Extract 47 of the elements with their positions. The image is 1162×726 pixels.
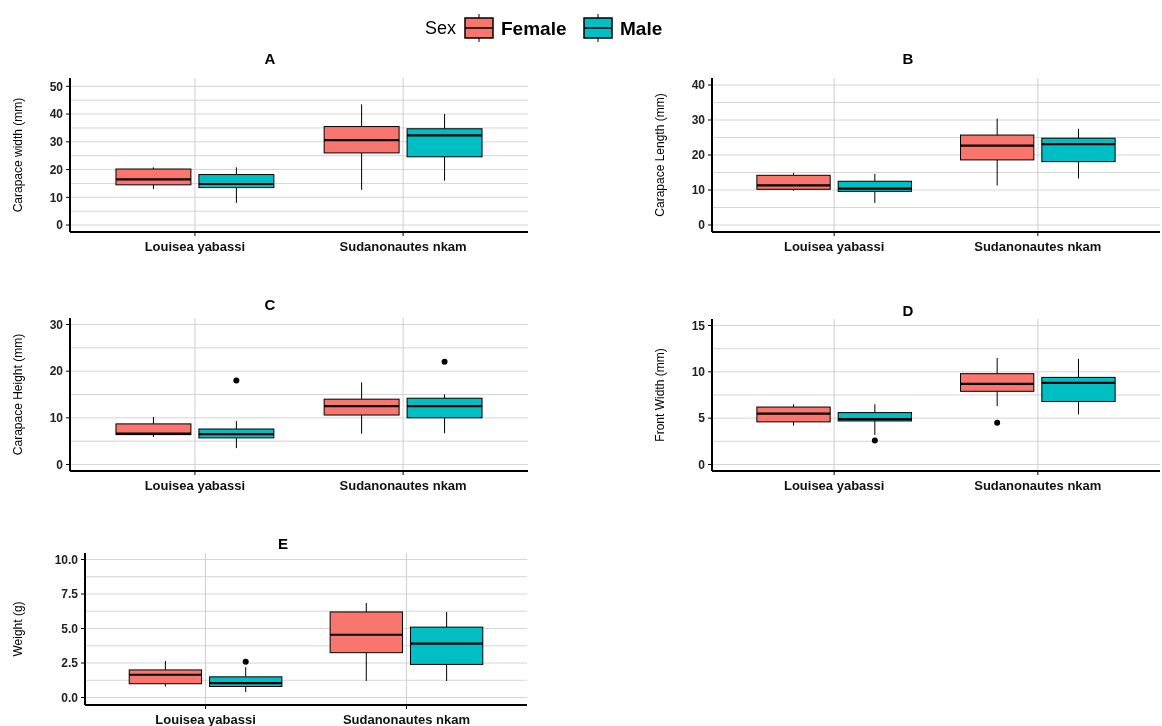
y-axis-title: Front Width (mm): [653, 348, 667, 442]
y-axis-title: Carapace width (mm): [11, 97, 25, 213]
y-tick-label: 10: [49, 190, 64, 205]
y-tick-label: 2.5: [61, 656, 79, 671]
y-tick-label: 0: [56, 457, 64, 472]
x-tick-label: Louisea yabassi: [783, 239, 885, 254]
legend-label: Female: [501, 17, 567, 39]
y-tick-label: 10: [691, 365, 706, 380]
y-tick-label: 10: [691, 183, 706, 198]
y-tick-label: 30: [49, 135, 64, 150]
y-tick-label: 0: [698, 218, 706, 233]
y-tick-label: 0: [698, 457, 706, 472]
x-tick-label: Sudanonautes nkam: [974, 239, 1102, 254]
y-tick-label: 40: [691, 78, 706, 93]
y-tick-label: 20: [49, 364, 64, 379]
y-tick-label: 30: [691, 113, 706, 128]
chart-title: D: [902, 302, 914, 319]
y-tick-label: 40: [49, 107, 64, 122]
x-tick-label: Sudanonautes nkam: [339, 239, 467, 254]
y-tick-label: 30: [49, 317, 64, 332]
chart-title: A: [264, 50, 276, 67]
y-tick-label: 50: [49, 79, 64, 94]
y-tick-label: 0: [56, 218, 64, 233]
y-tick-label: 5: [698, 411, 706, 426]
y-tick-label: 20: [49, 162, 64, 177]
y-tick-label: 7.5: [61, 587, 79, 602]
y-axis-title: Weight (g): [11, 601, 25, 657]
y-tick-label: 0.0: [61, 690, 79, 705]
y-tick-label: 5.0: [61, 621, 79, 636]
y-axis-title: Carapace Length (mm): [653, 93, 667, 217]
legend-label: Male: [620, 17, 663, 39]
y-tick-label: 20: [691, 148, 706, 163]
x-tick-label: Sudanonautes nkam: [974, 478, 1102, 493]
x-tick-label: Louisea yabassi: [155, 712, 256, 726]
y-axis-title: Carapace Height (mm): [11, 333, 25, 456]
chart-title: C: [264, 296, 276, 313]
chart-title: E: [277, 535, 289, 552]
chart-title: B: [902, 50, 914, 67]
x-tick-label: Sudanonautes nkam: [339, 478, 467, 493]
x-tick-label: Louisea yabassi: [783, 478, 885, 493]
x-tick-label: Sudanonautes nkam: [342, 712, 471, 726]
x-tick-label: Louisea yabassi: [144, 239, 246, 254]
x-tick-label: Louisea yabassi: [144, 478, 246, 493]
y-tick-label: 10: [49, 411, 64, 426]
y-tick-label: 10.0: [54, 552, 79, 567]
legend-title: Sex: [425, 18, 457, 39]
y-tick-label: 15: [691, 318, 706, 333]
